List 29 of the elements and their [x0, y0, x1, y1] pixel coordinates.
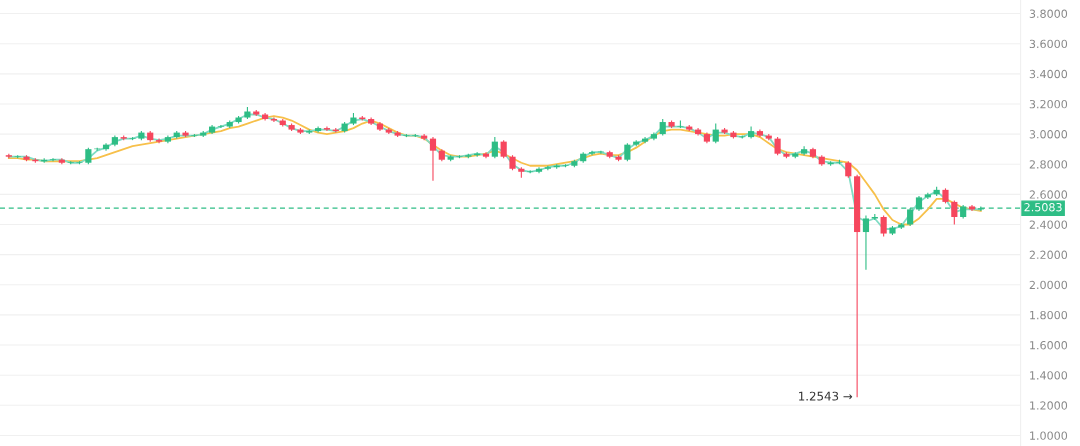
y-tick-label: 3.8000 — [1029, 9, 1068, 18]
candlestick — [49, 157, 57, 162]
ref-line-label: 2.5083 — [1024, 203, 1062, 212]
y-tick-label: 1.2000 — [1030, 401, 1068, 410]
candlestick — [880, 214, 887, 238]
candlestick — [748, 126, 755, 140]
y-tick-label: 1.6000 — [1030, 341, 1068, 350]
candlestick — [951, 199, 958, 226]
candlestick — [624, 142, 631, 162]
candlestick — [774, 136, 781, 156]
y-tick-label: 2.6000 — [1029, 190, 1068, 199]
y-tick-label: 2.0000 — [1029, 280, 1068, 290]
y-tick-label: 1.4000 — [1030, 371, 1068, 380]
candlestick — [217, 124, 224, 129]
candlestick — [429, 136, 437, 182]
candlestick — [500, 139, 507, 159]
y-tick-label: 3.4000 — [1029, 69, 1068, 79]
y-tick-label: 1.0000 — [1030, 431, 1068, 440]
y-tick-label: 3.0000 — [1029, 130, 1068, 139]
y-tick-label: 3.2000 — [1029, 99, 1068, 109]
candlestick — [491, 136, 498, 159]
y-tick-label: 1.8000 — [1030, 310, 1068, 320]
candlestick — [862, 214, 870, 271]
candlestick — [712, 122, 719, 144]
y-tick-label: 2.8000 — [1029, 160, 1068, 169]
y-tick-label: 2.4000 — [1029, 220, 1068, 229]
y-tick-label: 2.2000 — [1029, 250, 1068, 260]
annotation: 1.2543 → — [799, 391, 853, 401]
y-tick-label: 3.6000 — [1029, 39, 1068, 49]
